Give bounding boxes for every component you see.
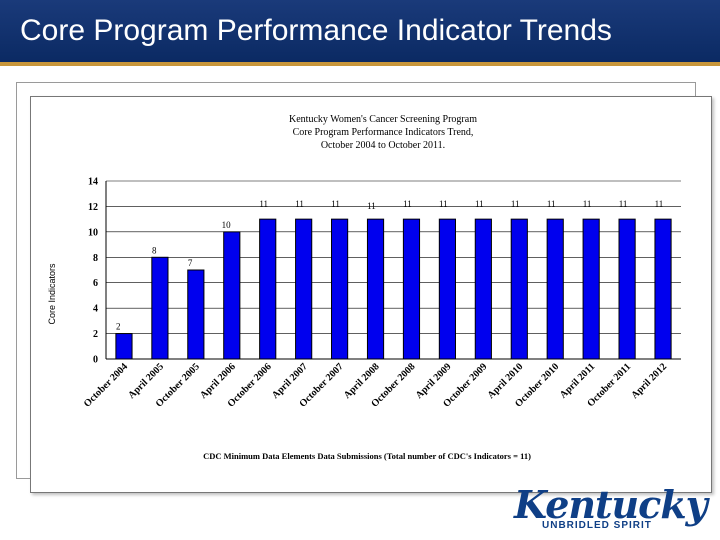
y-tick-label: 12 [88,202,98,213]
x-axis-label: CDC Minimum Data Elements Data Submissio… [203,451,531,461]
bar [618,218,636,360]
data-label: 11 [511,199,520,209]
chart-title-line-2: Core Program Performance Indicators Tren… [293,127,474,138]
data-label: 11 [295,199,304,209]
bar [331,218,349,360]
data-label: 7 [188,258,193,268]
data-label: 10 [222,220,232,230]
x-tick-label: October 2004 [82,361,130,409]
y-tick-label: 2 [93,329,98,340]
bars [115,218,672,360]
data-label: 11 [619,199,628,209]
data-label: 11 [475,199,484,209]
data-label: 11 [583,199,592,209]
y-tick-label: 8 [93,253,98,264]
x-tick-label: April 2012 [629,361,669,401]
bar [474,218,492,360]
bar [546,218,564,360]
data-label: 11 [259,199,268,209]
chart-title-line-1: Kentucky Women's Cancer Screening Progra… [289,114,477,125]
bar [187,269,205,360]
chart-title: Kentucky Women's Cancer Screening Progra… [289,114,477,151]
bar [295,218,313,360]
chart-panel: Kentucky Women's Cancer Screening Progra… [30,96,712,493]
bar [223,231,241,360]
y-axis-label: Core Indicators [47,263,57,325]
bar [402,218,421,360]
chart-title-line-3: October 2004 to October 2011. [321,140,445,151]
bar [438,218,456,360]
data-label: 11 [439,199,448,209]
bar-chart: Kentucky Women's Cancer Screening Progra… [47,114,681,461]
bar [654,218,672,360]
bar [151,256,169,360]
data-label: 11 [403,199,412,209]
y-tick-label: 14 [88,177,98,188]
y-tick-labels: 0 2 4 6 8 10 12 14 [88,177,98,366]
logo-tagline: UNBRIDLED SPIRIT [542,520,652,531]
data-label: 11 [547,199,556,209]
y-tick-label: 4 [93,304,98,315]
data-label: 11 [331,199,340,209]
y-tick-label: 0 [93,355,98,366]
bar [115,333,133,360]
data-label: 8 [152,245,157,255]
title-rule [0,62,720,66]
data-label: 11 [655,199,664,209]
data-label: 11 [367,201,376,211]
logo-wordmark: Kentucky [514,482,708,527]
bar [582,218,600,360]
y-tick-label: 10 [88,227,98,238]
y-tick-label: 6 [93,278,98,289]
kentucky-logo: Kentucky UNBRIDLED SPIRIT [512,482,712,534]
bar [510,218,528,360]
bar [259,218,277,360]
data-label: 2 [116,322,121,332]
bar [366,218,385,360]
data-labels: 2 8 7 10 11 11 11 11 11 11 11 11 11 11 11 11 [116,199,663,331]
title-bar: Core Program Performance Indicator Trend… [0,0,720,62]
slide-title: Core Program Performance Indicator Trend… [20,14,612,47]
